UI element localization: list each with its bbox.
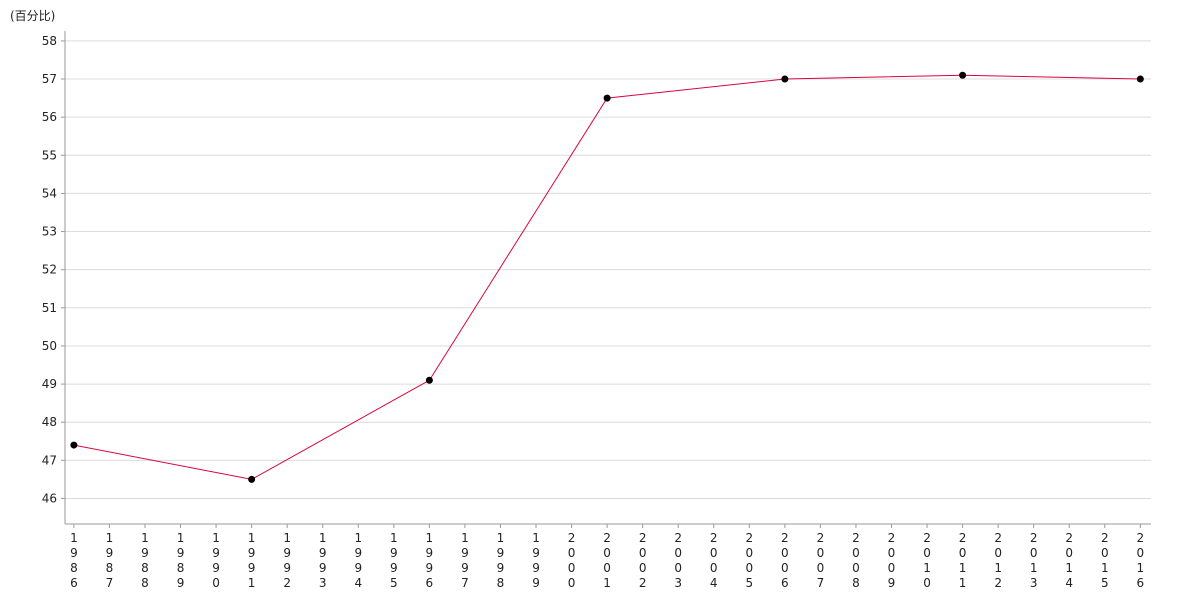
- data-point: [781, 75, 789, 83]
- data-point: [959, 71, 967, 79]
- y-tick-label: 47: [42, 453, 57, 467]
- y-tick-label: 49: [42, 377, 57, 391]
- data-point: [1136, 75, 1144, 83]
- y-tick-label: 58: [42, 34, 57, 48]
- y-tick-label: 57: [42, 72, 57, 86]
- y-tick-label: 53: [42, 225, 57, 239]
- data-point: [603, 94, 611, 102]
- y-tick-label: 51: [42, 301, 57, 315]
- y-tick-label: 55: [42, 148, 57, 162]
- series-line: [73, 74, 1141, 480]
- y-tick-label: 50: [42, 339, 57, 353]
- data-point: [70, 441, 78, 449]
- y-tick-label: 46: [42, 491, 57, 505]
- y-tick-label: 48: [42, 415, 57, 429]
- y-tick-label: 54: [42, 186, 57, 200]
- y-tick-label: 56: [42, 110, 57, 124]
- y-tick-label: 52: [42, 263, 57, 277]
- data-point: [425, 376, 433, 384]
- data-point: [248, 475, 256, 483]
- y-unit-label: (百分比): [10, 9, 55, 23]
